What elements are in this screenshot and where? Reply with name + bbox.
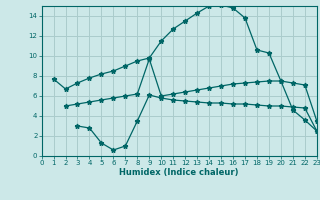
X-axis label: Humidex (Indice chaleur): Humidex (Indice chaleur) bbox=[119, 168, 239, 177]
